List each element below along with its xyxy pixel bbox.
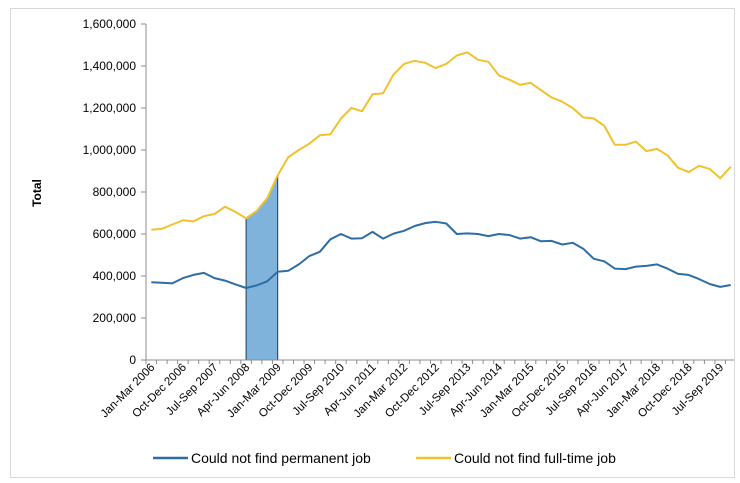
legend: Could not find permanent job Could not fi… bbox=[153, 450, 616, 466]
y-tick-label: 200,000 bbox=[93, 311, 137, 325]
y-axis-label: Total bbox=[30, 179, 44, 207]
shaded-region-layer bbox=[246, 175, 278, 360]
legend-label: Could not find full-time job bbox=[454, 450, 616, 466]
series-line-full-time-job bbox=[151, 52, 730, 230]
shaded-recession-region bbox=[246, 175, 278, 360]
y-tick-label: 1,000,000 bbox=[83, 143, 137, 157]
series-line-permanent-job bbox=[151, 222, 730, 288]
y-tick-label: 1,400,000 bbox=[83, 59, 137, 73]
line-chart: 0 200,000 400,000 600,000 800,000 1,000,000 1,… bbox=[11, 9, 734, 477]
y-tick-label: 0 bbox=[129, 353, 136, 367]
y-tick-label: 800,000 bbox=[93, 185, 137, 199]
chart-frame: 0 200,000 400,000 600,000 800,000 1,000,000 1,… bbox=[10, 8, 735, 478]
x-tick-label: Jan-Mar 2006 bbox=[99, 362, 158, 421]
y-tick-label: 1,600,000 bbox=[83, 17, 137, 31]
y-tick-label: 1,200,000 bbox=[83, 101, 137, 115]
y-tick-label: 600,000 bbox=[93, 227, 137, 241]
y-tick-label: 400,000 bbox=[93, 269, 137, 283]
legend-label: Could not find permanent job bbox=[191, 450, 371, 466]
series-layer bbox=[151, 52, 730, 288]
axes: 0 200,000 400,000 600,000 800,000 1,000,000 1,… bbox=[83, 17, 734, 420]
